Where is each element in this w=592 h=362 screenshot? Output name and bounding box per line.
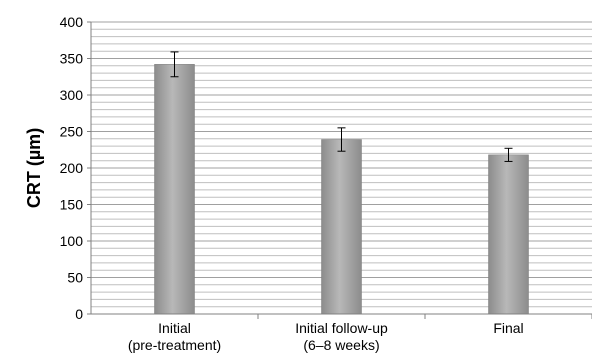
y-tick-label: 250 bbox=[60, 124, 84, 140]
y-tick-label: 100 bbox=[60, 233, 84, 249]
y-tick-label: 150 bbox=[60, 197, 84, 213]
y-tick-label: 300 bbox=[60, 87, 84, 103]
bar bbox=[488, 154, 529, 315]
x-tick-label: (6–8 weeks) bbox=[303, 337, 379, 353]
bars bbox=[154, 51, 529, 315]
y-tick-label: 0 bbox=[75, 306, 83, 322]
y-tick-label: 400 bbox=[60, 14, 84, 30]
x-tick-label: (pre-treatment) bbox=[128, 337, 221, 353]
y-axis-label: CRT (µm) bbox=[24, 128, 44, 208]
bar bbox=[321, 139, 362, 315]
x-tick-label: Final bbox=[493, 320, 523, 336]
x-tick-label: Initial follow-up bbox=[295, 320, 388, 336]
y-tick-label: 50 bbox=[67, 270, 83, 286]
x-tick-labels: Initial(pre-treatment) Initial follow-up(… bbox=[128, 314, 592, 353]
bar bbox=[154, 64, 195, 315]
y-tick-label: 200 bbox=[60, 160, 84, 176]
x-tick-label: Initial bbox=[158, 320, 191, 336]
y-tick-label: 350 bbox=[60, 51, 84, 67]
y-tick-labels: 0 50 100 150 200 250 300 350 400 bbox=[60, 14, 91, 322]
